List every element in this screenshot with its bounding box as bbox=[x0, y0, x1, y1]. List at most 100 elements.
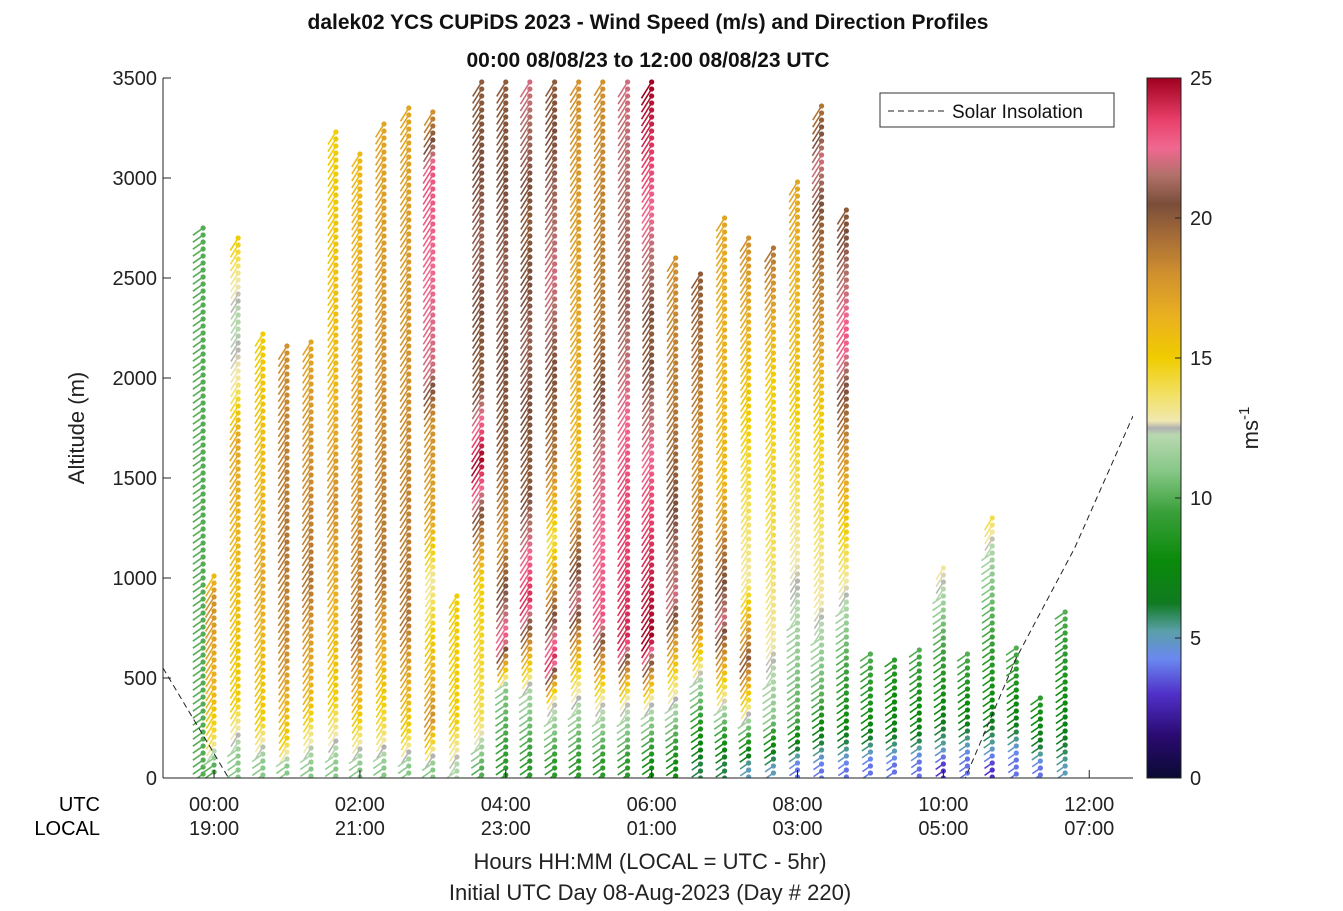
wind-barb-stem bbox=[691, 399, 702, 415]
wind-barb-point bbox=[649, 296, 655, 302]
wind-barb-point bbox=[794, 508, 801, 514]
wind-barb-point bbox=[818, 334, 825, 340]
wind-barb-stem bbox=[569, 228, 580, 243]
wind-barb-stem bbox=[350, 510, 361, 526]
wind-barb-stem bbox=[715, 553, 726, 569]
wind-barb-point bbox=[794, 319, 801, 325]
wind-barb-stem bbox=[496, 550, 507, 566]
wind-barb-point bbox=[406, 609, 412, 615]
wind-barb-point bbox=[552, 737, 558, 743]
wind-barb-point bbox=[697, 775, 704, 778]
wind-barb-point bbox=[235, 361, 241, 367]
wind-barb-point bbox=[697, 698, 704, 704]
wind-barb-point bbox=[576, 233, 582, 239]
wind-barb-stem bbox=[666, 257, 677, 273]
wind-barb-point bbox=[770, 357, 777, 363]
wind-barb-stem bbox=[326, 530, 337, 545]
wind-barb-point bbox=[430, 704, 436, 710]
wind-barb-point bbox=[600, 639, 606, 645]
wind-barb-point bbox=[260, 499, 266, 505]
wind-barb-stem bbox=[544, 158, 556, 175]
wind-barb-stem bbox=[496, 389, 507, 405]
wind-barb-point bbox=[284, 728, 290, 734]
wind-barb-point bbox=[235, 662, 241, 668]
wind-barb-point bbox=[200, 505, 206, 511]
wind-barb-point bbox=[1013, 694, 1019, 700]
wind-barb-point bbox=[940, 712, 946, 718]
wind-barb-stem bbox=[592, 473, 604, 490]
wind-barb-point bbox=[649, 415, 655, 421]
wind-barb-point bbox=[600, 177, 606, 183]
wind-barb-stem bbox=[350, 377, 361, 392]
wind-barb-point bbox=[430, 375, 436, 381]
wind-barb-point bbox=[235, 760, 241, 766]
wind-barb-point bbox=[673, 479, 679, 485]
wind-barb-point bbox=[624, 443, 631, 449]
wind-barb-point bbox=[406, 623, 412, 629]
wind-barb-point bbox=[406, 588, 412, 594]
wind-barb-stem bbox=[836, 363, 848, 380]
wind-barb-point bbox=[673, 507, 679, 513]
wind-barb-stem bbox=[544, 312, 556, 329]
wind-barb-stem bbox=[569, 277, 580, 292]
wind-barb-point bbox=[260, 611, 266, 617]
wind-barb-point bbox=[843, 487, 849, 493]
wind-barb-stem bbox=[374, 543, 385, 559]
wind-barb-point bbox=[940, 733, 946, 739]
wind-barb-stem bbox=[301, 572, 312, 588]
wind-barb-point bbox=[600, 86, 606, 92]
wind-barb-point bbox=[770, 266, 777, 272]
wind-barb-point bbox=[527, 233, 533, 239]
wind-barb-point bbox=[843, 375, 849, 381]
wind-barb-point bbox=[794, 585, 801, 591]
wind-barb-point bbox=[746, 613, 752, 619]
wind-barb-stem bbox=[374, 536, 385, 552]
wind-barb-point bbox=[552, 219, 558, 225]
wind-barb-point bbox=[624, 79, 631, 85]
wind-barb-point bbox=[308, 626, 314, 632]
wind-barb-stem bbox=[520, 249, 531, 265]
wind-barb-point bbox=[576, 142, 582, 148]
wind-barb-stem bbox=[691, 364, 702, 380]
wind-barb-point bbox=[333, 500, 339, 506]
wind-barb-stem bbox=[301, 425, 312, 440]
wind-barb-point bbox=[260, 695, 266, 701]
wind-barb-point bbox=[576, 338, 582, 344]
wind-barb-stem bbox=[374, 221, 385, 236]
wind-barb-stem bbox=[569, 242, 580, 257]
wind-barb-point bbox=[527, 422, 533, 428]
wind-barb-point bbox=[260, 660, 266, 666]
wind-barb-stem bbox=[641, 158, 653, 176]
wind-barb-stem bbox=[812, 245, 823, 261]
wind-barb-point bbox=[746, 452, 752, 458]
wind-barb-point bbox=[624, 674, 631, 680]
wind-barb-point bbox=[624, 436, 631, 442]
wind-barb-stem bbox=[301, 516, 312, 532]
wind-barb-stem bbox=[764, 268, 775, 284]
wind-barb-stem bbox=[302, 656, 312, 671]
wind-barb-point bbox=[235, 732, 241, 738]
wind-profile-column bbox=[786, 179, 801, 778]
wind-barb-point bbox=[357, 669, 363, 675]
wind-barb-point bbox=[770, 588, 777, 594]
wind-barb-stem bbox=[691, 448, 702, 464]
wind-barb-stem bbox=[204, 610, 215, 625]
wind-barb-point bbox=[721, 299, 728, 305]
wind-barb-point bbox=[235, 333, 241, 339]
wind-barb-point bbox=[381, 555, 387, 561]
wind-barb-stem bbox=[545, 459, 556, 475]
wind-barb-point bbox=[746, 501, 752, 507]
wind-barb-point bbox=[770, 616, 777, 622]
wind-barb-point bbox=[721, 278, 728, 284]
wind-barb-point bbox=[697, 362, 704, 368]
wind-barb-point bbox=[381, 604, 387, 610]
wind-barb-point bbox=[770, 378, 777, 384]
wind-barb-point bbox=[818, 523, 825, 529]
wind-barb-point bbox=[503, 275, 509, 281]
wind-barb-point bbox=[576, 268, 582, 274]
wind-barb-stem bbox=[519, 340, 531, 357]
wind-barb-stem bbox=[617, 438, 629, 455]
wind-barb-point bbox=[649, 576, 655, 582]
wind-barb-point bbox=[818, 768, 825, 774]
wind-barb-point bbox=[200, 540, 206, 546]
